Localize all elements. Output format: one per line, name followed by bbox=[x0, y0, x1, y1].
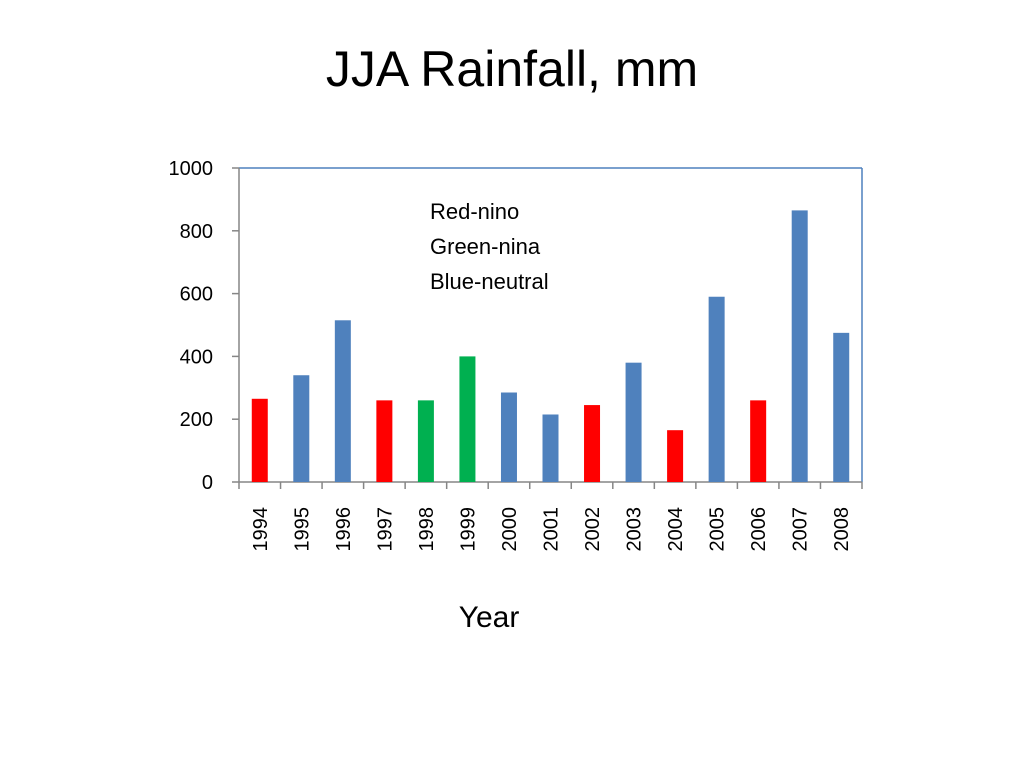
x-tick-label: 1996 bbox=[333, 507, 355, 552]
bar-2007 bbox=[791, 210, 808, 482]
bar-2000 bbox=[500, 392, 517, 482]
y-tick-label: 0 bbox=[202, 472, 213, 494]
x-tick-label: 2001 bbox=[541, 507, 563, 552]
y-tick-label: 400 bbox=[180, 346, 213, 368]
y-tick-label: 800 bbox=[180, 221, 213, 243]
legend-note: Blue-neutral bbox=[430, 269, 549, 294]
x-tick-label: 1994 bbox=[250, 507, 272, 552]
bar-2004 bbox=[667, 430, 684, 482]
x-tick-label: 2002 bbox=[582, 507, 604, 552]
x-tick-label: 2006 bbox=[748, 507, 770, 552]
bar-1997 bbox=[376, 400, 393, 482]
legend-note: Red-nino bbox=[430, 199, 519, 224]
y-tick-label: 600 bbox=[180, 284, 213, 306]
bar-2002 bbox=[584, 405, 601, 482]
bar-1998 bbox=[417, 400, 434, 482]
x-tick-label: 1997 bbox=[374, 507, 396, 552]
slide-title: JJA Rainfall, mm bbox=[325, 41, 699, 97]
x-tick-label: 1999 bbox=[457, 507, 479, 552]
y-tick-label: 1000 bbox=[169, 158, 214, 180]
bar-2005 bbox=[708, 296, 725, 482]
x-tick-label: 2004 bbox=[665, 507, 687, 552]
x-tick-label: 1998 bbox=[416, 507, 438, 552]
bar-1994 bbox=[251, 398, 268, 482]
bar-2006 bbox=[750, 400, 767, 482]
x-tick-label: 2000 bbox=[499, 507, 521, 552]
bar-1996 bbox=[334, 320, 351, 482]
x-tick-label: 1995 bbox=[291, 507, 313, 552]
bar-2008 bbox=[833, 332, 850, 482]
bar-1995 bbox=[293, 375, 310, 482]
bar-1999 bbox=[459, 356, 476, 482]
bar-2001 bbox=[542, 414, 559, 482]
x-tick-label: 2008 bbox=[831, 507, 853, 552]
x-tick-label: 2005 bbox=[707, 507, 729, 552]
y-tick-label: 200 bbox=[180, 409, 213, 431]
x-axis-title: Year bbox=[459, 601, 520, 634]
x-tick-label: 2007 bbox=[790, 507, 812, 552]
x-tick-label: 2003 bbox=[624, 507, 646, 552]
legend-note: Green-nina bbox=[430, 234, 541, 259]
bar-2003 bbox=[625, 362, 642, 482]
